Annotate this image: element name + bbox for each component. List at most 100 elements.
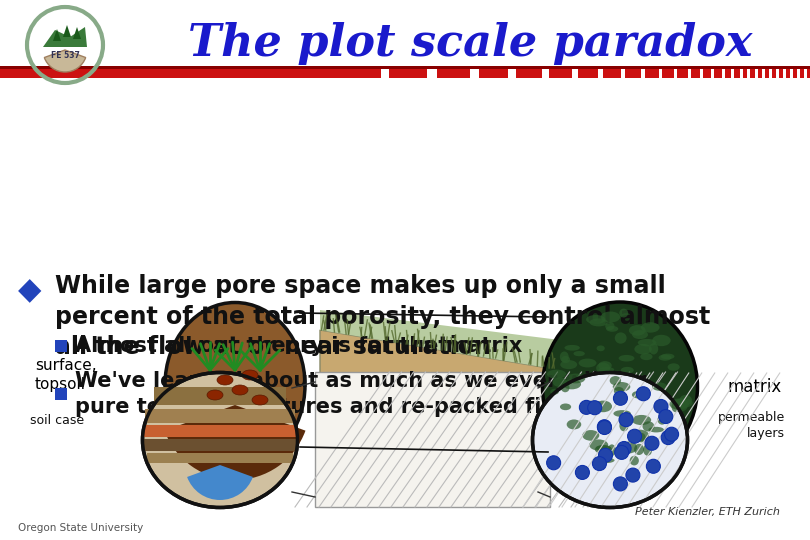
Wedge shape: [45, 50, 86, 72]
Ellipse shape: [597, 346, 605, 351]
Ellipse shape: [232, 385, 248, 395]
Ellipse shape: [640, 353, 653, 360]
Ellipse shape: [583, 401, 602, 408]
Text: surface,: surface,: [35, 357, 96, 373]
Circle shape: [619, 413, 633, 427]
Bar: [143, 425, 297, 437]
Ellipse shape: [561, 356, 570, 363]
Ellipse shape: [613, 410, 631, 417]
Ellipse shape: [586, 315, 606, 324]
Ellipse shape: [652, 335, 671, 346]
Bar: [750, 69, 755, 78]
Ellipse shape: [589, 440, 608, 450]
Text: soil case: soil case: [30, 414, 84, 427]
Ellipse shape: [634, 444, 644, 455]
Ellipse shape: [652, 382, 667, 391]
Ellipse shape: [252, 395, 268, 405]
Ellipse shape: [217, 375, 233, 385]
Ellipse shape: [562, 379, 581, 389]
Circle shape: [661, 430, 676, 444]
Bar: [55, 340, 67, 352]
Bar: [0, 66, 810, 69]
Ellipse shape: [566, 374, 586, 383]
Text: matrix: matrix: [728, 378, 782, 396]
Ellipse shape: [207, 390, 223, 400]
Ellipse shape: [629, 456, 639, 465]
Ellipse shape: [595, 445, 612, 454]
Bar: [389, 69, 427, 78]
Circle shape: [645, 436, 659, 450]
Ellipse shape: [242, 370, 258, 380]
Bar: [0, 69, 381, 78]
Bar: [55, 388, 67, 400]
Ellipse shape: [165, 302, 305, 468]
Ellipse shape: [622, 442, 637, 454]
Ellipse shape: [661, 354, 675, 359]
Circle shape: [626, 468, 640, 482]
Polygon shape: [73, 27, 81, 39]
Ellipse shape: [550, 389, 559, 395]
Bar: [603, 69, 620, 78]
Ellipse shape: [578, 359, 596, 367]
Ellipse shape: [565, 345, 580, 350]
Bar: [786, 69, 790, 78]
Text: The plot scale paradox: The plot scale paradox: [188, 22, 752, 65]
Polygon shape: [320, 310, 560, 370]
Bar: [807, 69, 810, 78]
Text: ◆: ◆: [18, 276, 41, 305]
Wedge shape: [187, 465, 253, 500]
Ellipse shape: [600, 312, 620, 322]
Ellipse shape: [680, 395, 692, 406]
Circle shape: [588, 401, 602, 415]
Ellipse shape: [632, 330, 648, 339]
Circle shape: [599, 448, 612, 462]
Circle shape: [597, 420, 612, 434]
Bar: [734, 69, 740, 78]
Text: topsoil: topsoil: [35, 377, 86, 393]
Ellipse shape: [649, 343, 659, 354]
Ellipse shape: [573, 351, 585, 356]
Bar: [625, 69, 641, 78]
Text: While large pore space makes up only a small
percent of the total porosity, they: While large pore space makes up only a s…: [55, 274, 710, 359]
Circle shape: [628, 429, 642, 443]
Text: Oregon State University: Oregon State University: [18, 523, 143, 533]
Ellipse shape: [595, 401, 612, 412]
Ellipse shape: [567, 420, 582, 429]
Ellipse shape: [632, 391, 643, 399]
Ellipse shape: [582, 430, 599, 441]
Bar: [578, 69, 598, 78]
Ellipse shape: [596, 446, 611, 450]
Ellipse shape: [561, 383, 569, 392]
Bar: [691, 69, 700, 78]
Bar: [662, 69, 674, 78]
Ellipse shape: [642, 421, 654, 431]
Bar: [645, 69, 659, 78]
Wedge shape: [164, 405, 305, 480]
Bar: [758, 69, 761, 78]
Circle shape: [664, 427, 679, 441]
Ellipse shape: [605, 322, 615, 330]
Ellipse shape: [543, 302, 697, 472]
Circle shape: [598, 421, 612, 435]
Bar: [714, 69, 722, 78]
Bar: [516, 69, 542, 78]
Circle shape: [592, 456, 607, 470]
Bar: [725, 69, 731, 78]
Bar: [743, 69, 748, 78]
Ellipse shape: [590, 319, 608, 326]
Ellipse shape: [629, 325, 646, 336]
Bar: [145, 409, 295, 423]
Ellipse shape: [532, 373, 688, 508]
Bar: [765, 69, 769, 78]
Ellipse shape: [560, 403, 571, 410]
Ellipse shape: [674, 399, 693, 408]
Ellipse shape: [599, 361, 612, 370]
Text: Peter Kienzler, ETH Zurich: Peter Kienzler, ETH Zurich: [635, 507, 780, 517]
Ellipse shape: [630, 430, 649, 441]
Bar: [154, 387, 286, 405]
Ellipse shape: [632, 415, 651, 425]
Ellipse shape: [619, 355, 634, 361]
Circle shape: [615, 446, 629, 460]
Ellipse shape: [620, 420, 629, 431]
Bar: [703, 69, 711, 78]
